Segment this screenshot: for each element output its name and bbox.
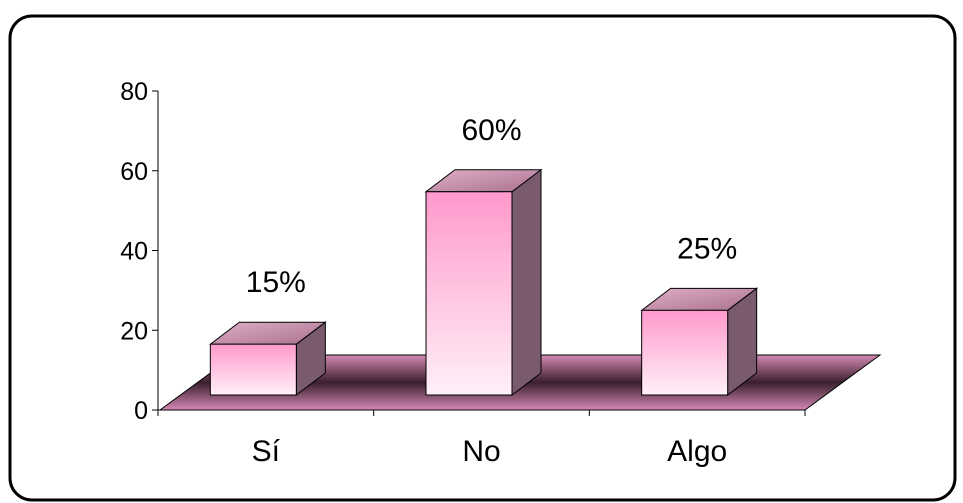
data-label: 25% bbox=[677, 232, 737, 265]
y-tick-label: 80 bbox=[120, 78, 148, 106]
data-label: 60% bbox=[461, 114, 521, 147]
x-category-label: No bbox=[462, 435, 500, 468]
y-tick-label: 0 bbox=[134, 397, 148, 425]
bar-front-face bbox=[425, 191, 513, 396]
data-label: 15% bbox=[246, 266, 306, 299]
y-tick-label: 60 bbox=[120, 158, 148, 186]
data-labels: 15% 60% 25% bbox=[246, 114, 737, 299]
bar-side-face bbox=[511, 168, 542, 397]
bar bbox=[640, 287, 759, 397]
x-axis: Sí No Algo bbox=[157, 410, 806, 468]
bar-front-face bbox=[209, 343, 297, 396]
bar bbox=[424, 168, 543, 397]
x-category-label: Algo bbox=[667, 435, 727, 468]
x-category-label: Sí bbox=[252, 435, 281, 468]
bar-front-face bbox=[641, 309, 729, 396]
y-tick-label: 20 bbox=[120, 317, 148, 345]
y-tick-label: 40 bbox=[120, 238, 148, 266]
bars bbox=[208, 168, 759, 397]
y-axis: 0 20 40 60 80 bbox=[120, 78, 158, 425]
bar bbox=[208, 321, 327, 397]
